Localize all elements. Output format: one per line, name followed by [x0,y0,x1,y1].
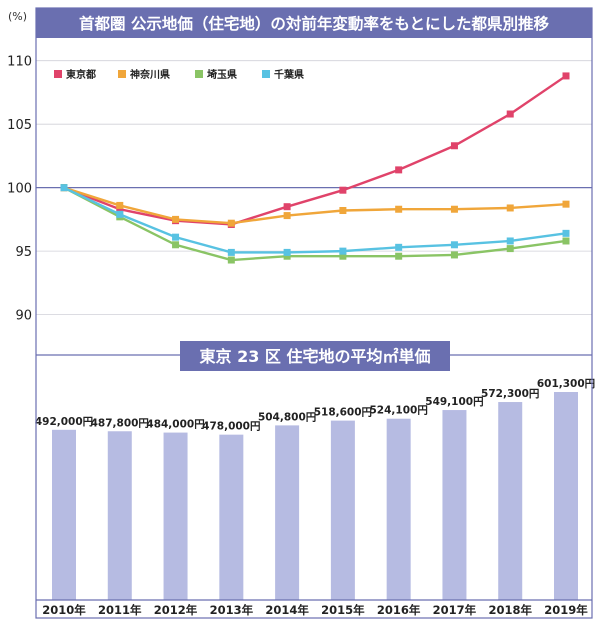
x-tick-label: 2016年 [377,603,421,617]
data-point [116,210,124,218]
bar-value-label: 549,100円 [425,396,483,408]
bar [163,432,188,600]
data-point [450,251,458,259]
line-chart-y-ticks: 90 95 100 105 110 [7,55,32,324]
x-tick-label: 2015年 [321,603,365,617]
y-unit-label: (%) [8,10,27,23]
bar-value-label: 492,000円 [35,416,93,428]
bar [554,392,578,600]
x-tick-label: 2014年 [265,603,309,617]
y-tick-label: 90 [15,309,32,324]
legend-entry: 東京都 [66,68,96,81]
data-point [450,205,458,213]
data-point [172,241,180,249]
legend-swatch [195,70,203,78]
data-point [450,142,458,150]
x-tick-label: 2018年 [488,603,532,617]
chart-frame [35,7,593,619]
data-point [227,248,235,256]
title-banner [36,8,592,38]
x-tick-label: 2013年 [210,603,254,617]
data-point [395,205,403,213]
data-point [227,256,235,264]
legend-entry: 千葉県 [274,68,304,81]
x-tick-label: 2017年 [433,603,477,617]
x-tick-label: 2011年 [98,603,142,617]
y-tick-label: 100 [7,182,32,197]
chart-title: 首都圏 公示地価（住宅地）の対前年変動率をもとにした都県別推移 [79,14,550,33]
line-chart-series [60,72,570,264]
bar-chart-bars [52,392,578,600]
data-point [506,237,514,245]
bar [386,418,411,600]
bar-value-label: 601,300円 [537,378,595,390]
bar-chart-value-labels: 492,000円487,800円484,000円478,000円504,800円… [35,378,595,433]
bar-value-label: 478,000円 [202,421,260,433]
data-point [283,203,291,211]
data-point [339,252,347,260]
y-tick-label: 110 [7,55,32,70]
series-line-2 [63,186,567,225]
x-tick-label: 2012年 [154,603,198,617]
bar-chart-title: 東京 23 区 住宅地の平均㎡単価 [200,347,431,366]
legend-swatch [54,70,62,78]
data-point [506,245,514,253]
data-point [116,201,124,209]
data-point [339,186,347,194]
data-point [450,241,458,249]
series-line-1 [63,74,567,226]
legend: 東京都 神奈川県 埼玉県 千葉県 [54,68,304,81]
legend-swatch [118,70,126,78]
legend-swatch [262,70,270,78]
bar [330,420,355,600]
bar [442,410,467,600]
data-point [395,243,403,251]
y-tick-label: 95 [15,245,32,260]
bar-value-label: 504,800円 [258,411,316,423]
data-point [172,215,180,223]
legend-entry: 埼玉県 [207,68,237,81]
data-point [506,204,514,212]
bar-value-label: 572,300円 [481,388,539,400]
data-point [395,252,403,260]
data-point [283,252,291,260]
data-point [283,248,291,256]
x-tick-label: 2019年 [544,603,588,617]
data-point [172,233,180,241]
bar-title-banner [180,341,450,371]
data-point [562,72,570,80]
bar-value-label: 487,800円 [91,417,149,429]
y-tick-label: 105 [7,118,32,133]
data-point [562,229,570,237]
data-point [227,219,235,227]
bar [275,425,300,600]
bar-value-label: 484,000円 [146,419,204,431]
bar [498,402,523,600]
x-axis: 2010年 2011年 2012年 2013年 2014年 2015年 2016年 2017年… [36,599,592,617]
data-point [506,110,514,118]
data-point [562,200,570,208]
data-point [60,184,68,192]
data-point [562,237,570,245]
bar [107,431,132,600]
data-point [339,207,347,215]
line-chart-grid [36,60,592,316]
bar [52,429,76,600]
series-line-3 [63,186,567,262]
legend-entry: 神奈川県 [130,68,170,81]
data-point [283,212,291,220]
series-line-4 [63,186,567,254]
bar [219,434,244,600]
data-point [339,247,347,255]
bar-value-label: 518,600円 [314,407,372,419]
x-tick-label: 2010年 [42,603,86,617]
data-point [116,205,124,213]
data-point [395,166,403,174]
bar-value-label: 524,100円 [370,405,428,417]
